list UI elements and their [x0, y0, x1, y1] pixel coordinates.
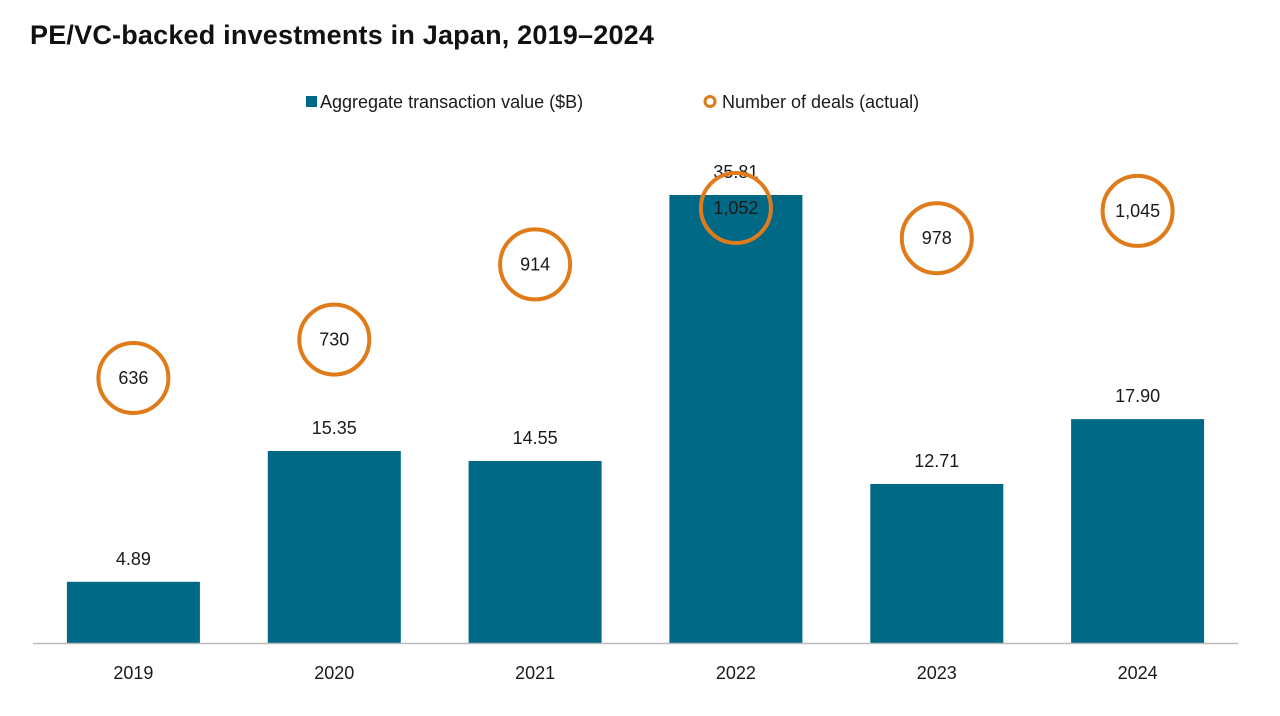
bar-2022 [669, 195, 803, 643]
x-tick-label-2021: 2021 [515, 663, 555, 683]
bar-value-label-2023: 12.71 [914, 451, 959, 471]
bar-value-label-2020: 15.35 [312, 418, 357, 438]
deal-count-label-2021: 914 [520, 254, 550, 274]
bar-value-label-2024: 17.90 [1115, 386, 1160, 406]
legend-label-bar: Aggregate transaction value ($B) [320, 92, 583, 112]
bar-2024 [1071, 419, 1205, 643]
bar-series [66, 195, 1205, 643]
bar-2020 [267, 451, 401, 643]
legend-label-deals: Number of deals (actual) [722, 92, 919, 112]
x-tick-labels: 2019 2020 2021 2022 2023 2024 [113, 663, 1157, 683]
x-tick-label-2019: 2019 [113, 663, 153, 683]
deal-count-label-2022: 1,052 [713, 198, 758, 218]
bar-2019 [66, 581, 200, 643]
deal-marker-2023 [899, 201, 974, 276]
chart-title: PE/VC-backed investments in Japan, 2019–… [30, 20, 655, 50]
deal-count-label-2020: 730 [319, 330, 349, 350]
bar-value-label-2019: 4.89 [116, 549, 151, 569]
deal-marker-2019 [96, 341, 171, 415]
deal-marker-2022 [698, 171, 773, 245]
deal-marker-2021 [498, 227, 573, 302]
deal-count-label-2023: 978 [922, 228, 952, 248]
deal-count-label-2019: 636 [118, 368, 148, 388]
x-tick-label-2024: 2024 [1118, 663, 1158, 683]
deal-marker-2024 [1100, 173, 1175, 248]
bar-2021 [468, 461, 602, 643]
legend: Aggregate transaction value ($B) Number … [306, 92, 919, 112]
deal-marker-2020 [297, 302, 372, 377]
deal-count-label-2024: 1,045 [1115, 201, 1160, 221]
deal-count-series: 636 730 914 1,052 978 1,045 [96, 171, 1175, 415]
bar-2023 [870, 484, 1004, 643]
x-tick-label-2020: 2020 [314, 663, 354, 683]
legend-swatch-deals [703, 95, 717, 108]
legend-swatch-bar [306, 96, 317, 107]
x-tick-label-2023: 2023 [917, 663, 957, 683]
bar-value-label-2021: 14.55 [513, 428, 558, 448]
x-tick-label-2022: 2022 [716, 663, 756, 683]
